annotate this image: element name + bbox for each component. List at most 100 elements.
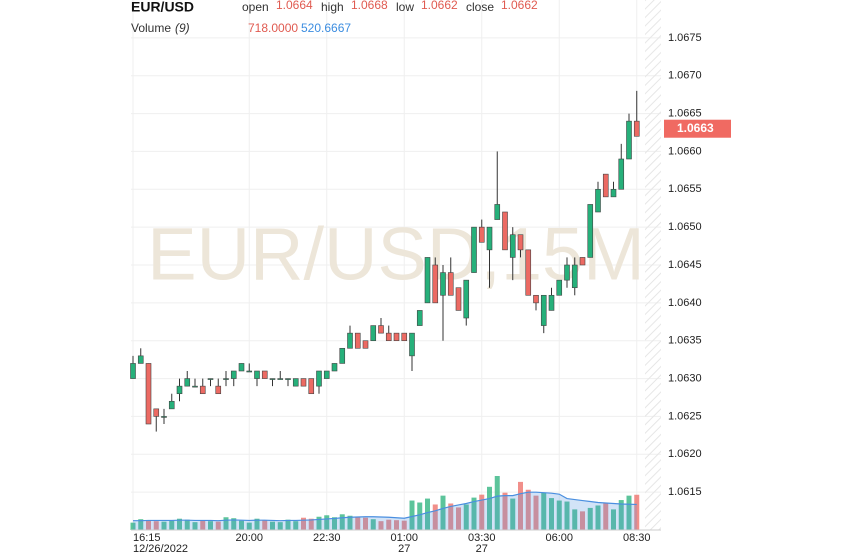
legend-label: close — [466, 0, 494, 14]
candle-body — [261, 370, 268, 379]
legend-label: open — [242, 0, 269, 14]
candle-body — [564, 264, 570, 281]
volume-bar — [595, 505, 601, 530]
candle-body — [478, 226, 485, 243]
volume-bar — [192, 522, 198, 530]
volume-bar — [177, 518, 182, 530]
volume-bar — [200, 520, 206, 530]
candle-body — [579, 257, 586, 266]
candle-body — [447, 272, 454, 296]
y-tick-label: 1.0625 — [668, 410, 702, 422]
legend-value: 1.0664 — [276, 0, 313, 12]
volume-bar — [409, 500, 415, 530]
candle-body — [199, 385, 206, 395]
volume-title: Volume — [131, 21, 171, 35]
candle-body — [354, 332, 361, 349]
x-tick-label: 06:00 — [545, 532, 573, 544]
volume-pane — [130, 476, 640, 530]
candle-body — [269, 378, 276, 380]
volume-bar — [239, 520, 244, 530]
candle-body — [285, 378, 291, 380]
volume-bar — [293, 521, 299, 530]
volume-bar — [440, 495, 446, 530]
candle-body — [347, 332, 353, 349]
volume-bar — [285, 519, 291, 530]
candle-body — [153, 408, 160, 417]
candle-body — [331, 363, 338, 372]
watermark: EUR/USD,15M — [147, 213, 645, 296]
volume-bar — [611, 509, 616, 530]
y-tick-label: 1.0620 — [668, 448, 702, 460]
volume-bar — [479, 494, 485, 530]
volume-bar — [370, 519, 376, 530]
volume-bar — [308, 518, 314, 530]
candle-body — [440, 272, 446, 296]
candle-body — [130, 363, 136, 379]
volume-bar — [603, 502, 609, 530]
candle-body — [533, 294, 539, 304]
candle-body — [277, 378, 284, 380]
candle-body — [246, 370, 253, 373]
volume-bar — [146, 520, 151, 530]
volume-bar — [262, 520, 268, 530]
candle-body — [610, 188, 617, 198]
y-tick-label: 1.0675 — [668, 32, 702, 44]
volume-bar — [572, 509, 578, 530]
y-tick-label: 1.0670 — [668, 70, 702, 82]
volume-bar — [270, 521, 275, 530]
x-date-label: 12/26/2022 — [133, 543, 188, 555]
volume-bar — [634, 494, 640, 530]
candle-body — [254, 370, 260, 379]
y-tick-label: 1.0640 — [668, 297, 702, 309]
volume-bar — [316, 516, 322, 530]
volume-bar — [533, 495, 539, 530]
volume-bar — [363, 517, 368, 530]
candle-body — [323, 370, 330, 379]
candle-body — [548, 294, 555, 311]
volume-bar — [347, 515, 353, 530]
candle-body — [215, 385, 222, 395]
volume-bar — [556, 500, 562, 530]
x-date-label: 27 — [398, 543, 410, 555]
volume-bar — [456, 507, 461, 530]
candle-body — [137, 355, 144, 364]
candle-body — [176, 385, 183, 395]
y-tick-label: 1.0630 — [668, 372, 702, 384]
volume-bar — [339, 514, 345, 530]
candle-body — [587, 204, 594, 258]
y-tick-label: 1.0650 — [668, 221, 702, 233]
candle-body — [393, 332, 400, 342]
candle-body — [316, 370, 322, 387]
candle-body — [424, 257, 431, 304]
candle-body — [571, 264, 578, 289]
candle-body — [463, 279, 470, 319]
volume-ma-value: 520.6667 — [301, 21, 351, 35]
candle-body — [339, 347, 346, 364]
candle-body — [432, 264, 439, 304]
y-tick-label: 1.0645 — [668, 259, 702, 271]
price-tag — [664, 119, 731, 138]
candle-body — [517, 234, 524, 251]
candle-body — [502, 211, 508, 251]
candle-body — [223, 378, 229, 380]
volume-bar — [626, 495, 632, 530]
y-tick-label: 1.0615 — [668, 486, 702, 498]
candle-body — [486, 226, 493, 251]
candle-body — [230, 370, 237, 379]
volume-bar — [587, 507, 593, 530]
candle-body — [409, 332, 415, 357]
volume-bar — [324, 515, 330, 530]
volume-bar — [518, 481, 523, 530]
candle-body — [192, 385, 198, 388]
volume-bar — [386, 519, 392, 530]
volume-bar — [463, 504, 469, 530]
x-tick-label: 08:30 — [623, 532, 651, 544]
volume-bar — [223, 517, 229, 530]
volume-bar — [618, 500, 624, 530]
legend-label: low — [396, 0, 414, 14]
x-tick-label: 22:30 — [313, 532, 341, 544]
candle-body — [184, 378, 191, 387]
volume-bar — [231, 518, 237, 530]
x-tick-label: 20:00 — [235, 532, 263, 544]
